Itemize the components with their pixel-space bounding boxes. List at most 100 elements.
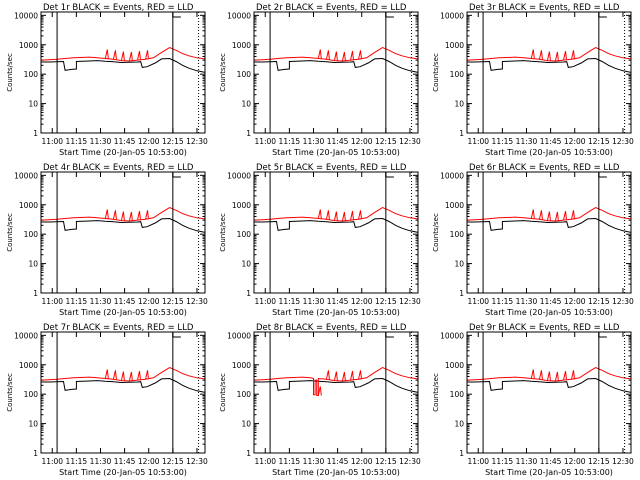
lld-spike bbox=[112, 210, 117, 220]
lld-spike bbox=[145, 210, 149, 220]
plot-frame bbox=[40, 331, 206, 454]
chart-title: Det 9r BLACK = Events, RED = LLD bbox=[469, 323, 620, 333]
y-tick-label: 1000 bbox=[445, 41, 464, 50]
y-tick-label: 10000 bbox=[440, 331, 464, 340]
x-tick-label: 11:00 bbox=[467, 137, 489, 146]
y-axis-label: Counts/sec bbox=[432, 53, 440, 92]
y-tick-label: 1000 bbox=[19, 201, 38, 210]
series-line-lld bbox=[466, 47, 632, 62]
x-tick-label: 12:00 bbox=[351, 137, 373, 146]
lld-spike bbox=[104, 49, 109, 59]
x-tick-label: 11:15 bbox=[279, 457, 301, 466]
y-tick-label: 1 bbox=[33, 289, 38, 298]
plot-frame bbox=[40, 171, 206, 294]
chart-panel-8: Det 8r BLACK = Events, RED = LLD Counts/s… bbox=[219, 323, 421, 477]
x-tick-label: 12:00 bbox=[351, 297, 373, 306]
x-tick-label: 12:00 bbox=[564, 137, 586, 146]
y-tick-label: 100 bbox=[450, 230, 465, 239]
chart-title: Det 7r BLACK = Events, RED = LLD bbox=[43, 323, 194, 333]
x-tick-label: 11:00 bbox=[254, 457, 276, 466]
x-axis-label: Start Time (20-Jan-05 10:53:00) bbox=[272, 308, 400, 317]
marker-bracket bbox=[598, 13, 607, 18]
y-tick-label: 10 bbox=[241, 420, 251, 429]
y-tick-label: 10 bbox=[454, 260, 464, 269]
x-axis-label: Start Time (20-Jan-05 10:53:00) bbox=[485, 468, 613, 477]
x-tick-label: 12:30 bbox=[399, 297, 421, 306]
lld-spike bbox=[554, 51, 559, 62]
chart-panel-9: Det 9r BLACK = Events, RED = LLD Counts/s… bbox=[432, 323, 634, 477]
lld-spike bbox=[554, 371, 559, 382]
x-tick-label: 11:45 bbox=[540, 457, 562, 466]
series-line-lld bbox=[253, 47, 419, 62]
plot-frame bbox=[466, 11, 632, 134]
lld-spike bbox=[546, 211, 551, 221]
plot-frame bbox=[466, 171, 632, 294]
y-tick-label: 10000 bbox=[227, 331, 251, 340]
chart-panel-6: Det 6r BLACK = Events, RED = LLD Counts/s… bbox=[432, 163, 634, 317]
x-tick-label: 11:45 bbox=[114, 457, 136, 466]
series-line-events bbox=[41, 57, 206, 73]
plot-frame bbox=[40, 11, 206, 134]
x-tick-label: 11:15 bbox=[66, 297, 88, 306]
lld-spike bbox=[571, 370, 575, 380]
marker-bracket bbox=[385, 333, 394, 338]
lld-spike bbox=[317, 386, 322, 396]
y-tick-label: 10 bbox=[28, 260, 38, 269]
x-tick-label: 11:30 bbox=[90, 297, 112, 306]
y-tick-label: 1 bbox=[33, 449, 38, 458]
lld-spike bbox=[325, 370, 330, 380]
y-tick-label: 1 bbox=[246, 449, 251, 458]
chart-title: Det 4r BLACK = Events, RED = LLD bbox=[43, 163, 194, 173]
series-line-events bbox=[467, 217, 632, 233]
x-tick-label: 12:15 bbox=[162, 457, 184, 466]
chart-panel-3: Det 3r BLACK = Events, RED = LLD Counts/s… bbox=[432, 3, 634, 157]
x-tick-label: 11:45 bbox=[327, 297, 349, 306]
lld-spike bbox=[333, 51, 338, 61]
chart-panel-5: Det 5r BLACK = Events, RED = LLD Counts/s… bbox=[219, 163, 421, 317]
lld-spike bbox=[538, 50, 543, 60]
x-tick-label: 12:30 bbox=[186, 137, 208, 146]
x-tick-label: 11:15 bbox=[66, 137, 88, 146]
x-tick-label: 11:15 bbox=[492, 457, 514, 466]
x-tick-label: 11:45 bbox=[540, 297, 562, 306]
series-line-events bbox=[254, 217, 419, 233]
y-tick-label: 1 bbox=[459, 129, 464, 138]
x-tick-label: 12:15 bbox=[588, 297, 610, 306]
y-tick-label: 10000 bbox=[227, 11, 251, 20]
x-tick-label: 11:45 bbox=[540, 137, 562, 146]
y-tick-label: 100 bbox=[237, 70, 252, 79]
x-tick-label: 11:15 bbox=[66, 457, 88, 466]
series-line-lld bbox=[40, 47, 206, 62]
lld-spike bbox=[120, 211, 125, 221]
lld-spike bbox=[137, 50, 141, 61]
y-tick-label: 1000 bbox=[232, 361, 251, 370]
x-tick-label: 11:45 bbox=[114, 297, 136, 306]
lld-spike bbox=[137, 210, 141, 221]
plot-frame bbox=[253, 171, 419, 294]
lld-spike bbox=[128, 211, 133, 222]
x-axis-label: Start Time (20-Jan-05 10:53:00) bbox=[485, 308, 613, 317]
x-tick-label: 12:15 bbox=[162, 137, 184, 146]
lld-spike bbox=[538, 210, 543, 220]
y-tick-label: 10 bbox=[241, 100, 251, 109]
marker-bracket bbox=[385, 173, 394, 178]
plot-frame bbox=[466, 331, 632, 454]
lld-spike bbox=[358, 50, 362, 60]
x-tick-label: 11:30 bbox=[90, 457, 112, 466]
lld-spike bbox=[563, 370, 567, 381]
x-tick-label: 11:30 bbox=[516, 297, 538, 306]
series-line-events bbox=[254, 377, 419, 393]
x-tick-label: 12:30 bbox=[186, 297, 208, 306]
marker-bracket bbox=[172, 13, 181, 18]
x-axis-label: Start Time (20-Jan-05 10:53:00) bbox=[59, 308, 187, 317]
y-tick-label: 100 bbox=[24, 70, 39, 79]
y-tick-label: 10000 bbox=[14, 331, 38, 340]
lld-spike bbox=[341, 371, 346, 382]
y-tick-label: 10 bbox=[28, 420, 38, 429]
x-tick-label: 11:45 bbox=[114, 137, 136, 146]
lld-spike bbox=[104, 369, 109, 379]
x-tick-label: 11:00 bbox=[467, 457, 489, 466]
x-tick-label: 12:00 bbox=[564, 457, 586, 466]
y-tick-label: 100 bbox=[237, 230, 252, 239]
chart-title: Det 6r BLACK = Events, RED = LLD bbox=[469, 163, 620, 173]
